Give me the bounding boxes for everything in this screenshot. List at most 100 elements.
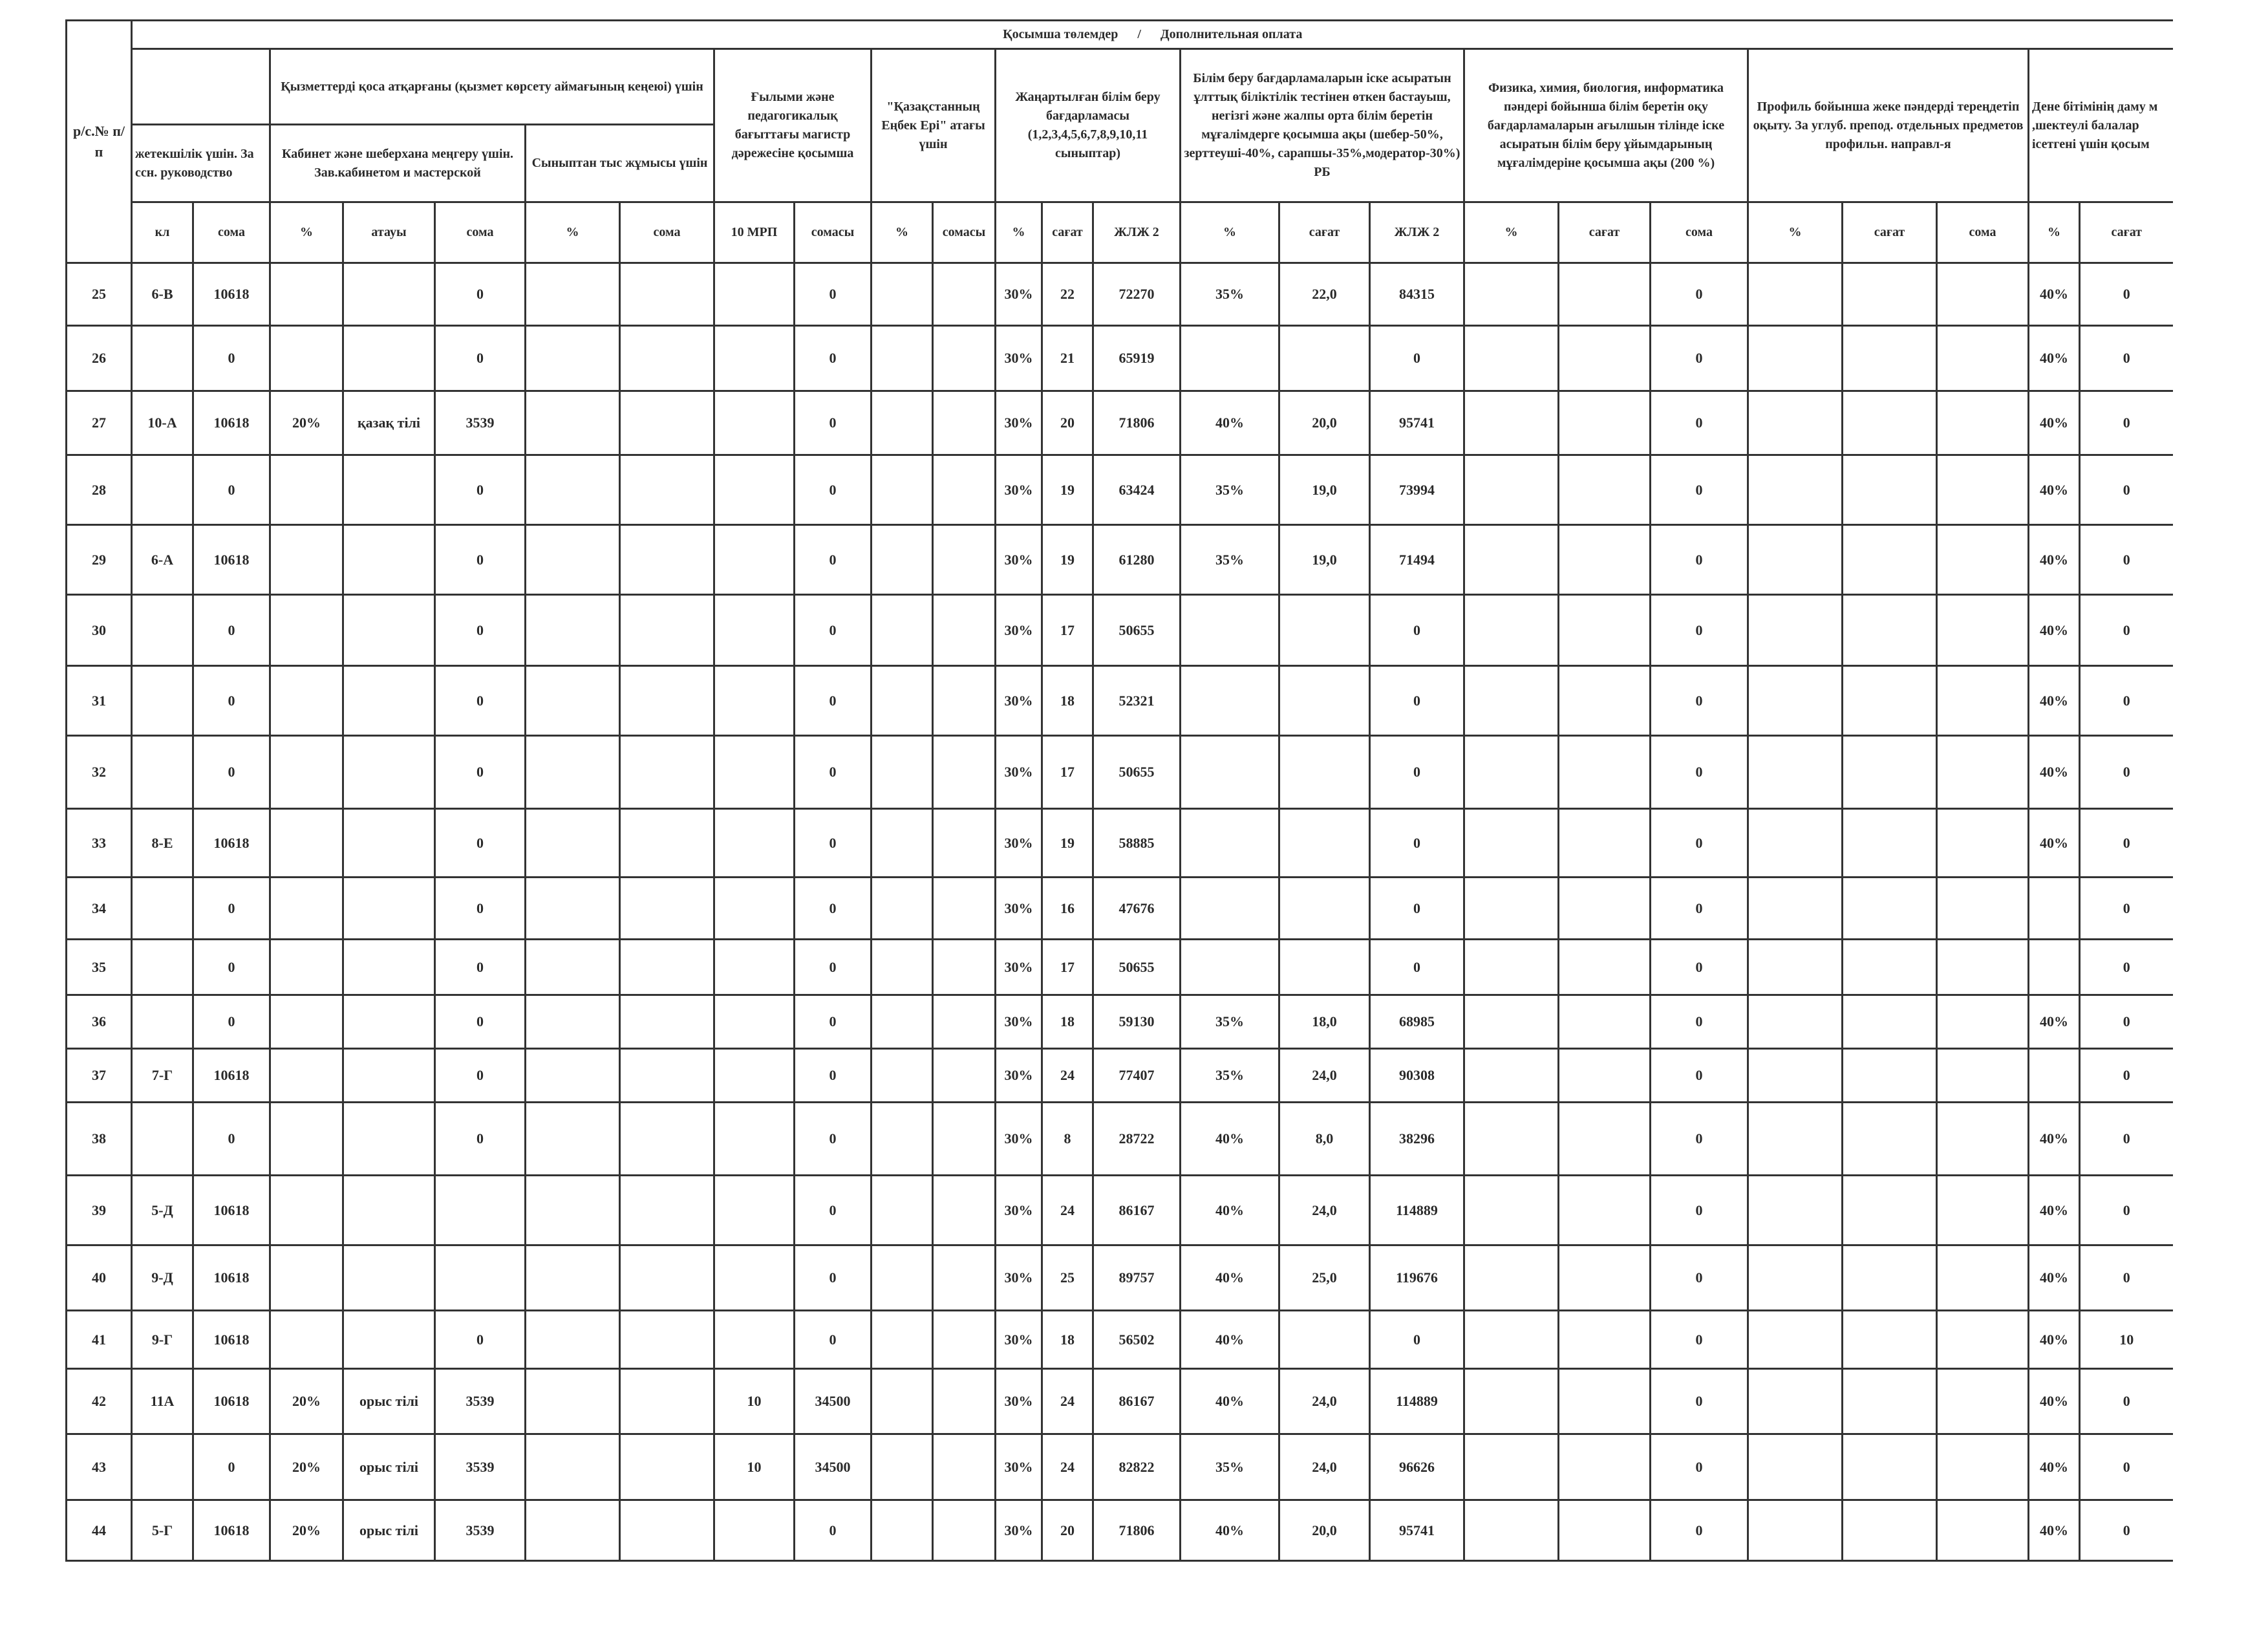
table-cell: 30% [994,808,1043,878]
table-cell: 10618 [192,1244,271,1311]
table-cell [870,735,934,810]
table-cell [870,594,934,667]
table-cell: 82822 [1092,1433,1181,1501]
table-cell [1463,1101,1559,1176]
table-cell [1841,938,1938,996]
table-cell: 0 [793,390,872,456]
table-cell [2027,876,2081,940]
table-cell: 40% [2027,1101,2081,1176]
table-cell [713,262,795,327]
table-cell [1936,994,2029,1050]
header-blank [131,48,271,125]
table-cell [269,876,344,940]
row-number-cell: 40 [65,1244,133,1311]
table-cell [1557,665,1651,737]
table-cell: 61280 [1092,524,1181,596]
table-cell: 0 [1369,1310,1465,1370]
table-cell [1936,1244,2029,1311]
table-cell [619,876,715,940]
table-cell [342,994,436,1050]
table-cell [1747,876,1843,940]
table-cell: 34500 [793,1368,872,1435]
table-cell: 50655 [1092,735,1181,810]
table-cell [1557,524,1651,596]
table-cell [1747,1048,1843,1103]
table-cell [932,735,996,810]
table-row: 27 10-А 10618 20% қазақ тілі 3539 0 30% 20 71806 4… [65,390,2173,456]
table-cell: 17 [1041,735,1094,810]
table-cell: 47676 [1092,876,1181,940]
table-cell [1557,390,1651,456]
row-number-cell: 34 [65,876,133,940]
table-cell [524,454,621,526]
table-cell [713,325,795,392]
table-cell [342,594,436,667]
table-cell [131,325,194,392]
table-cell: 0 [1649,454,1749,526]
subheader-cell: % [2027,201,2081,264]
table-cell: 0 [1649,876,1749,940]
table-cell [713,876,795,940]
table-cell: 0 [2079,938,2173,996]
table-cell [1557,876,1651,940]
table-cell [1936,262,2029,327]
table-cell: 0 [2079,1368,2173,1435]
table-cell: 0 [2079,524,2173,596]
table-cell: 9-Д [131,1244,194,1311]
table-cell: 0 [793,1048,872,1103]
table-cell: 0 [2079,594,2173,667]
table-cell: 0 [1649,808,1749,878]
table-cell [1936,1310,2029,1370]
table-cell [524,665,621,737]
table-cell: 22 [1041,262,1094,327]
table-cell: 0 [1649,1433,1749,1501]
table-cell: 84315 [1369,262,1465,327]
table-cell [619,1048,715,1103]
table-cell: 40% [2027,1499,2081,1562]
table-cell [932,454,996,526]
table-cell: 0 [1369,938,1465,996]
table-cell: 0 [793,454,872,526]
table-cell [1841,1368,1938,1435]
table-cell [1463,454,1559,526]
table-cell [524,390,621,456]
table-cell [524,1101,621,1176]
table-cell [1841,262,1938,327]
row-number-cell: 30 [65,594,133,667]
table-cell: 95741 [1369,1499,1465,1562]
table-cell [1841,994,1938,1050]
table-cell: 10618 [192,390,271,456]
table-cell [1557,808,1651,878]
table-cell [131,665,194,737]
table-cell: 24,0 [1278,1174,1371,1246]
table-cell: 0 [192,325,271,392]
table-cell [619,1310,715,1370]
table-cell [524,735,621,810]
table-cell [1463,1048,1559,1103]
table-cell: 3539 [434,1368,526,1435]
table-cell: 0 [2079,665,2173,737]
table-cell [870,665,934,737]
header-profile: Профиль бойынша жеке пәндерді тереңдетіп… [1747,48,2029,203]
table-cell [713,524,795,596]
table-cell: 0 [793,594,872,667]
table-cell [1841,665,1938,737]
table-cell: 0 [793,524,872,596]
table-cell [1463,994,1559,1050]
table-cell [269,1048,344,1103]
table-row: 40 9-Д 10618 0 30% 25 89757 40% 25,0 119676 0 40% 0 [65,1244,2173,1311]
table-cell: 18 [1041,994,1094,1050]
table-cell: 10 [713,1433,795,1501]
table-cell: 52321 [1092,665,1181,737]
table-cell [619,938,715,996]
table-cell [1747,665,1843,737]
table-cell: 10618 [192,262,271,327]
subheader-cell: % [1179,201,1280,264]
table-cell [1463,1499,1559,1562]
table-cell [524,808,621,878]
table-cell: 0 [1649,938,1749,996]
table-header: р/с.№ п/п Қосымша төлемдер / Дополнитель… [65,19,2173,264]
table-row: 43 0 20% орыс тілі 3539 10 34500 30% 24 82822 35% 2… [65,1433,2173,1501]
table-cell [1747,325,1843,392]
table-cell: 35% [1179,262,1280,327]
